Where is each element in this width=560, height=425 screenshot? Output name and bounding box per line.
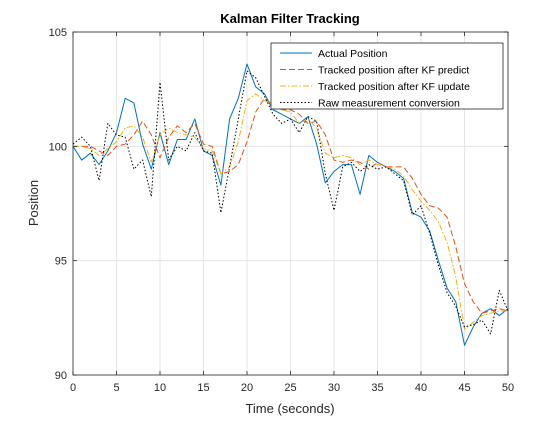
x-tick-label: 10 [154, 382, 166, 394]
chart-title: Kalman Filter Tracking [220, 11, 359, 26]
y-tick-label: 105 [49, 27, 67, 39]
legend: Actual Position Tracked position after KF… [270, 42, 504, 110]
x-tick-label: 20 [241, 382, 253, 394]
y-tick-label: 90 [55, 370, 67, 382]
legend-box [270, 42, 504, 110]
ticks: 0 5 10 15 20 25 30 35 40 45 50 90 95 100 105 [49, 27, 514, 394]
x-tick-label: 25 [284, 382, 296, 394]
x-tick-label: 5 [113, 382, 119, 394]
x-tick-label: 35 [371, 382, 383, 394]
legend-entries: Actual Position Tracked position after KF… [280, 48, 470, 110]
y-axis-label: Position [26, 180, 41, 226]
series-line-4 [72, 70, 509, 335]
x-tick-label: 45 [458, 382, 470, 394]
legend-label-2: Tracked position after KF predict [318, 65, 469, 77]
x-tick-label: 30 [328, 382, 340, 394]
legend-label-1: Actual Position [318, 48, 388, 60]
series-layer [72, 63, 509, 346]
x-tick-label: 0 [70, 382, 76, 394]
series-line-2 [73, 97, 509, 314]
x-tick-label: 50 [502, 382, 514, 394]
x-tick-label: 40 [415, 382, 427, 394]
y-tick-label: 100 [49, 141, 67, 153]
y-tick-label: 95 [55, 256, 67, 268]
legend-label-4: Raw measurement conversion [318, 98, 460, 110]
x-axis-label: Time (seconds) [245, 401, 334, 416]
series-line-3 [73, 93, 508, 330]
x-tick-label: 15 [197, 382, 209, 394]
legend-label-3: Tracked position after KF update [318, 81, 470, 93]
